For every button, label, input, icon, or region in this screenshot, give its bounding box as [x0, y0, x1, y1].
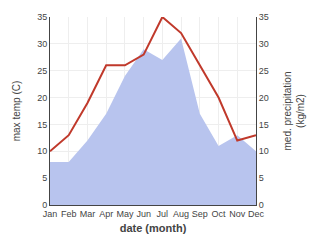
- svg-text:Nov: Nov: [229, 209, 246, 219]
- svg-text:30: 30: [259, 39, 269, 49]
- svg-text:10: 10: [259, 146, 269, 156]
- svg-text:35: 35: [259, 12, 269, 22]
- svg-text:20: 20: [259, 93, 269, 103]
- svg-text:med. precipitation(kg/m2): med. precipitation(kg/m2): [282, 72, 306, 151]
- svg-text:30: 30: [37, 39, 47, 49]
- svg-text:0: 0: [259, 200, 264, 210]
- svg-text:Apr: Apr: [99, 209, 113, 219]
- svg-text:Jun: Jun: [136, 209, 151, 219]
- svg-text:Jul: Jul: [157, 209, 169, 219]
- svg-text:May: May: [116, 209, 134, 219]
- svg-text:15: 15: [259, 120, 269, 130]
- svg-text:15: 15: [37, 120, 47, 130]
- svg-text:35: 35: [37, 12, 47, 22]
- svg-text:0: 0: [42, 200, 47, 210]
- svg-text:Oct: Oct: [212, 209, 227, 219]
- svg-text:Aug: Aug: [173, 209, 189, 219]
- svg-text:20: 20: [37, 93, 47, 103]
- svg-text:Dec: Dec: [248, 209, 265, 219]
- svg-text:5: 5: [259, 173, 264, 183]
- svg-text:Mar: Mar: [80, 209, 96, 219]
- svg-text:max temp (C): max temp (C): [11, 81, 22, 142]
- svg-text:25: 25: [259, 66, 269, 76]
- svg-text:Feb: Feb: [61, 209, 77, 219]
- svg-text:Sep: Sep: [192, 209, 208, 219]
- svg-text:25: 25: [37, 66, 47, 76]
- svg-text:10: 10: [37, 146, 47, 156]
- svg-text:date (month): date (month): [120, 222, 187, 234]
- svg-text:Jan: Jan: [43, 209, 58, 219]
- svg-text:5: 5: [42, 173, 47, 183]
